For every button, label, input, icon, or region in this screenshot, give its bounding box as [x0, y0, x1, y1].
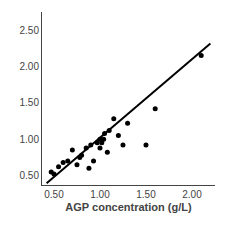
svg-text:0.50: 0.50 [20, 170, 40, 181]
svg-text:AGP concentration (g/L): AGP concentration (g/L) [65, 201, 192, 213]
svg-text:2.00: 2.00 [182, 189, 202, 200]
svg-text:0.50: 0.50 [44, 189, 64, 200]
svg-text:1.00: 1.00 [90, 189, 110, 200]
svg-text:2.50: 2.50 [20, 25, 40, 36]
svg-text:1.00: 1.00 [20, 134, 40, 145]
svg-text:1.50: 1.50 [136, 189, 156, 200]
svg-text:1.50: 1.50 [20, 97, 40, 108]
svg-text:2.00: 2.00 [20, 61, 40, 72]
